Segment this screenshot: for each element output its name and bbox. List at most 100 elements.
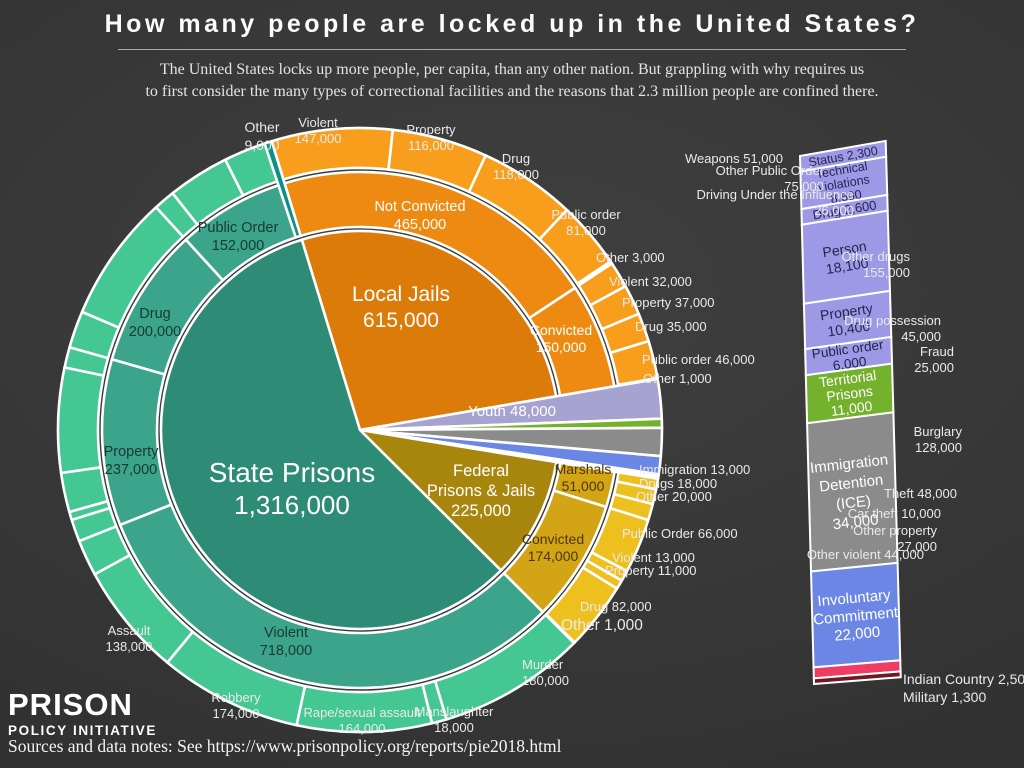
bar-label-technical: Technicalviolations8,600	[815, 159, 873, 208]
callout-line: Other	[244, 119, 280, 135]
callout-line: Driving Under the Influence	[696, 187, 854, 202]
callout-line: Indian Country 2,500	[903, 671, 1024, 687]
callout-line: Drug 35,000	[635, 319, 707, 334]
pie-label-line: Federal	[453, 462, 509, 480]
callout-line: Violent 13,000	[612, 550, 695, 565]
callout-line: Other violent 44,000	[806, 547, 924, 562]
callout-theft48k: Theft 48,000	[884, 486, 957, 502]
callout-line: 27,000	[897, 539, 937, 555]
callout-other9k: Other 9,000	[230, 119, 294, 154]
callout-opo75k: Other Public Order 75,000	[716, 163, 824, 196]
callout-line: Other Public Order	[715, 163, 824, 178]
callout-property37k: Property 37,000	[622, 295, 715, 311]
bar-label-territorial: TerritorialPrisons11,000	[818, 367, 881, 420]
callout-manslaughter18k: Manslaughter 18,000	[406, 704, 502, 737]
bar-label-person: Person18,100	[821, 238, 870, 277]
pie-label-federal: Federal Prisons & Jails 225,000	[396, 461, 566, 521]
pie-label-line: 718,000	[259, 642, 313, 659]
pie-local-jails	[300, 229, 558, 432]
pie-label-st-po: Public Order 152,000	[178, 220, 298, 255]
subtitle-line-2: to first consider the many types of corr…	[145, 83, 879, 100]
pie-label-line: 51,000	[561, 478, 605, 495]
callout-line: Property 11,000	[605, 563, 697, 578]
pie-label-youth: Youth 48,000	[442, 403, 582, 421]
callout-fraud25k: Fraud 25,000	[914, 344, 954, 377]
bar-label-property: Property10,400	[819, 300, 876, 340]
pie-label-st-violent: Violent 718,000	[226, 625, 346, 660]
pie-label-line: Property	[103, 444, 159, 460]
callout-violent13k: Violent 13,000	[612, 550, 695, 566]
callout-line: 155,000	[863, 265, 910, 281]
callout-other3k: Other 3,000	[596, 250, 665, 266]
pie-label-jails: Local Jails 615,000	[301, 282, 501, 333]
pie-label-line: 465,000	[393, 216, 447, 233]
callout-cartheft10k: Car theft 10,000	[848, 506, 941, 522]
sources-note: Sources and data notes: See https://www.…	[8, 736, 562, 756]
callout-line: Weapons 51,000	[684, 151, 783, 166]
pie-label-jails-c: Convicted 150,000	[511, 322, 611, 356]
callout-otherviolent44k: Other violent 44,000	[807, 547, 924, 563]
pie-label-line: Youth 48,000	[468, 403, 556, 420]
pie-label-line: Violent	[263, 625, 309, 641]
pie-label-line: Drug	[139, 306, 171, 322]
prison-policy-logo: PRISON POLICY INITIATIVE	[8, 687, 157, 739]
callout-line: 18,000	[434, 720, 474, 736]
callout-line: Property	[406, 122, 456, 137]
pie-label-line: Marshals	[554, 461, 612, 477]
callout-other1k-state: Other 1,000	[561, 616, 643, 635]
callout-dui26k: Driving Under the Influence 26,000	[696, 187, 854, 220]
pie-label-state: State Prisons 1,316,000	[162, 456, 422, 522]
callout-line: Drug possession	[844, 313, 941, 328]
pie-label-st-drug: Drug 200,000	[95, 306, 215, 341]
callout-immigration13k: Immigration 13,000	[639, 462, 750, 478]
callout-drugpossession45k: Drug possession 45,000	[844, 313, 941, 346]
callout-drugs18k: Drugs 18,000	[639, 476, 717, 492]
callout-line: Other 1,000	[643, 371, 712, 386]
callout-line: 147,000	[294, 131, 342, 147]
pie-label-fed-marshals: Marshals 51,000	[533, 461, 633, 495]
pie-label-line: 1,316,000	[234, 490, 350, 521]
pie-state-prisons-other	[263, 139, 302, 239]
callout-indiancountry2500: Indian Country 2,500	[903, 671, 1024, 689]
callout-line: Burglary	[913, 424, 962, 439]
callout-otherproperty27k: Other property 27,000	[853, 523, 937, 556]
callout-line: Drug	[501, 151, 531, 166]
callout-assault138k: Assault 138,000	[96, 623, 162, 656]
callout-line: Immigration 13,000	[639, 462, 751, 477]
callout-line: 180,000	[522, 673, 569, 689]
callout-drug82k: Drug 82,000	[580, 599, 652, 615]
callout-line: 81,000	[566, 223, 606, 239]
callout-line: 118,000	[492, 167, 540, 183]
callout-po81k: Public order 81,000	[546, 207, 626, 240]
callout-line: Drug 82,000	[580, 599, 652, 614]
logo-word-policy-initiative: POLICY INITIATIVE	[8, 723, 157, 739]
callout-line: Other 3,000	[596, 250, 665, 265]
pie-label-line: 615,000	[363, 308, 439, 332]
callout-po46k: Public order 46,000	[642, 352, 755, 368]
pie-label-line: State Prisons	[208, 457, 376, 488]
pie-label-jails-nc: Not Convicted 465,000	[355, 199, 485, 234]
callout-other1k-jails: Other 1,000	[643, 371, 712, 387]
callout-line: Military 1,300	[903, 689, 987, 705]
callout-line: 26,000	[814, 203, 854, 219]
callout-murder180k: Murder 180,000	[522, 657, 569, 690]
pie-label-line: Convicted	[521, 531, 585, 547]
callout-line: 45,000	[901, 329, 941, 345]
callout-line: 75,000	[784, 179, 824, 195]
callout-line: Property 37,000	[622, 295, 715, 310]
pie-label-line: Prisons & Jails	[426, 482, 536, 501]
callout-line: Public order 46,000	[642, 352, 755, 367]
pie-label-line: 237,000	[104, 461, 158, 478]
subtitle: The United States locks up more people, …	[0, 59, 1024, 103]
pie-federal-prisons-jails	[358, 428, 558, 572]
callout-other20k: Other 20,000	[636, 489, 712, 505]
callout-drug35k: Drug 35,000	[635, 319, 707, 335]
callout-line: Violent	[298, 115, 338, 130]
pie-label-line: 152,000	[211, 237, 265, 254]
callout-line: Robbery	[211, 690, 261, 705]
callout-po66k: Public Order 66,000	[622, 526, 738, 542]
callout-line: Public Order 66,000	[622, 526, 738, 541]
callout-line: 174,000	[212, 706, 260, 722]
